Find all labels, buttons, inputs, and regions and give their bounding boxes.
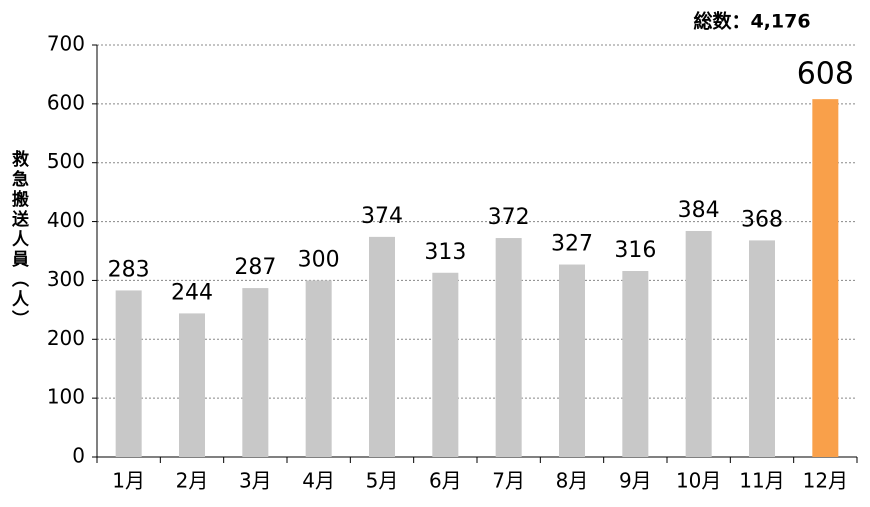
x-tick-label: 2月 [176,469,209,493]
bar [749,240,775,457]
bar [432,272,459,457]
bar [115,290,142,457]
x-tick-label: 4月 [302,469,335,493]
data-label: 327 [551,232,593,257]
data-label: 283 [108,257,150,282]
data-label: 313 [424,240,466,265]
data-label: 287 [234,255,276,280]
bar [179,313,205,457]
x-tick-label: 9月 [619,469,652,493]
y-tick-label: 500 [47,149,85,173]
bar [559,264,585,457]
y-tick-label: 300 [47,267,85,291]
x-tick-label: 1月 [112,469,145,493]
bar [369,236,395,457]
x-tick-label: 12月 [803,469,848,493]
total-annotation: 総数：4,176 [693,10,810,33]
data-label: 608 [797,57,854,92]
y-tick-label: 700 [47,32,85,56]
y-tick-label: 0 [72,444,85,468]
data-label: 368 [741,207,783,232]
bar [622,271,649,457]
data-label: 384 [678,198,720,223]
x-tick-label: 6月 [429,469,462,493]
y-axis-title: 救急搬送人員（人） [8,149,30,330]
x-tick-label: 11月 [739,469,784,493]
y-tick-label: 600 [47,90,85,114]
data-label: 372 [488,205,530,230]
x-tick-label: 10月 [676,469,721,493]
x-tick-label: 3月 [239,469,272,493]
x-tick-label: 5月 [366,469,399,493]
data-label: 316 [614,238,656,263]
bar [812,99,839,458]
y-tick-label: 200 [47,326,85,350]
x-tick-label: 8月 [556,469,589,493]
y-tick-label: 400 [47,208,85,232]
y-tick-label: 100 [47,385,85,409]
bar [242,288,269,457]
bar [305,280,332,457]
bar [495,238,522,457]
data-label: 244 [171,280,213,305]
x-tick-label: 7月 [492,469,525,493]
bar [685,230,712,457]
data-label: 374 [361,204,403,229]
data-label: 300 [298,247,340,272]
